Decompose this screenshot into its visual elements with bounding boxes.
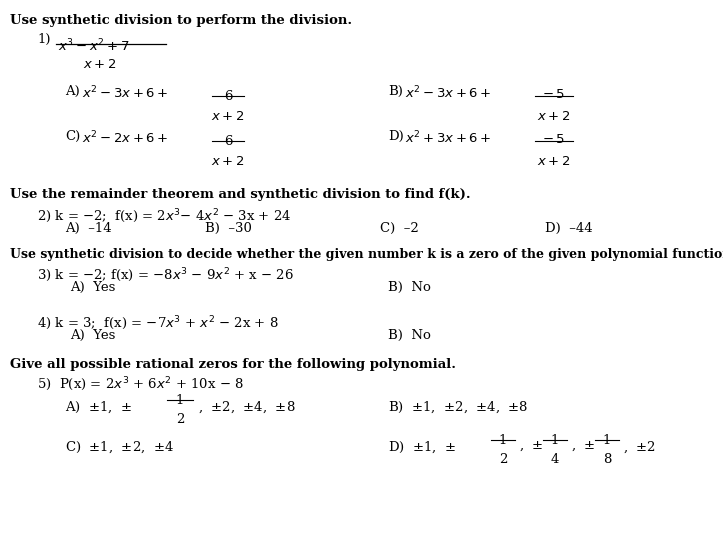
Text: Use synthetic division to perform the division.: Use synthetic division to perform the di… [10, 14, 352, 27]
Text: $x + 2$: $x + 2$ [83, 58, 116, 71]
Text: 5)  P(x) = 2$x^3$ + 6$x^2$ + 10x $-$ 8: 5) P(x) = 2$x^3$ + 6$x^2$ + 10x $-$ 8 [37, 375, 244, 392]
Text: B)  No: B) No [388, 281, 431, 294]
Text: A)  –14: A) –14 [65, 222, 111, 235]
Text: 6: 6 [223, 135, 232, 148]
Text: 1: 1 [499, 434, 508, 447]
Text: ,  $\pm$2,  $\pm$4,  $\pm$8: , $\pm$2, $\pm$4, $\pm$8 [198, 400, 296, 415]
Text: $x^3 - x^2 + 7$: $x^3 - x^2 + 7$ [58, 38, 129, 54]
Text: 4: 4 [551, 453, 559, 466]
Text: A)  $\pm$1,  $\pm$: A) $\pm$1, $\pm$ [65, 400, 132, 415]
Text: D)  $\pm$1,  $\pm$: D) $\pm$1, $\pm$ [388, 440, 456, 456]
Text: $x + 2$: $x + 2$ [537, 110, 570, 123]
Text: C): C) [65, 130, 80, 143]
Text: $x + 2$: $x + 2$ [211, 155, 245, 168]
Text: $-\,5$: $-\,5$ [542, 133, 565, 146]
Text: C)  –2: C) –2 [380, 222, 419, 235]
Text: $x^2 - 3x + 6 + $: $x^2 - 3x + 6 + $ [82, 85, 168, 101]
Text: 1: 1 [603, 434, 611, 447]
Text: Use the remainder theorem and synthetic division to find f(k).: Use the remainder theorem and synthetic … [10, 188, 471, 201]
Text: A): A) [65, 85, 80, 98]
Text: $x^2 - 2x + 6 + $: $x^2 - 2x + 6 + $ [82, 130, 168, 147]
Text: 1: 1 [176, 394, 184, 407]
Text: 4) k = 3;  f(x) = $-$7$x^3$ + $x^2$ $-$ 2x + 8: 4) k = 3; f(x) = $-$7$x^3$ + $x^2$ $-$ 2… [37, 314, 279, 332]
Text: 2: 2 [499, 453, 508, 466]
Text: $x^2 - 3x + 6 + $: $x^2 - 3x + 6 + $ [405, 85, 492, 101]
Text: ,  $\pm$: , $\pm$ [571, 440, 595, 453]
Text: B)  –30: B) –30 [205, 222, 252, 235]
Text: $x + 2$: $x + 2$ [537, 155, 570, 168]
Text: 3) k = $-$2; f(x) = $-$8$x^3$ $-$ 9$x^2$ + x $-$ 26: 3) k = $-$2; f(x) = $-$8$x^3$ $-$ 9$x^2$… [37, 266, 294, 284]
Text: 6: 6 [223, 90, 232, 103]
Text: $-\,5$: $-\,5$ [542, 88, 565, 101]
Text: 8: 8 [603, 453, 611, 466]
Text: A)  Yes: A) Yes [70, 281, 116, 294]
Text: D): D) [388, 130, 403, 143]
Text: $x^2 + 3x + 6 + $: $x^2 + 3x + 6 + $ [405, 130, 492, 147]
Text: 1): 1) [37, 33, 51, 46]
Text: A)  Yes: A) Yes [70, 329, 116, 342]
Text: Give all possible rational zeros for the following polynomial.: Give all possible rational zeros for the… [10, 358, 456, 371]
Text: 1: 1 [551, 434, 559, 447]
Text: C)  $\pm$1,  $\pm$2,  $\pm$4: C) $\pm$1, $\pm$2, $\pm$4 [65, 440, 174, 456]
Text: Use synthetic division to decide whether the given number k is a zero of the giv: Use synthetic division to decide whether… [10, 248, 723, 261]
Text: 2) k = $-$2;  f(x) = 2$x^3$$-$ 4$x^2$ $-$ 3x + 24: 2) k = $-$2; f(x) = 2$x^3$$-$ 4$x^2$ $-$… [37, 207, 291, 225]
Text: B): B) [388, 85, 403, 98]
Text: B)  No: B) No [388, 329, 431, 342]
Text: $x + 2$: $x + 2$ [211, 110, 245, 123]
Text: 2: 2 [176, 413, 184, 426]
Text: D)  –44: D) –44 [545, 222, 593, 235]
Text: ,  $\pm$: , $\pm$ [519, 440, 543, 453]
Text: ,  $\pm$2: , $\pm$2 [623, 440, 656, 456]
Text: B)  $\pm$1,  $\pm$2,  $\pm$4,  $\pm$8: B) $\pm$1, $\pm$2, $\pm$4, $\pm$8 [388, 400, 529, 415]
